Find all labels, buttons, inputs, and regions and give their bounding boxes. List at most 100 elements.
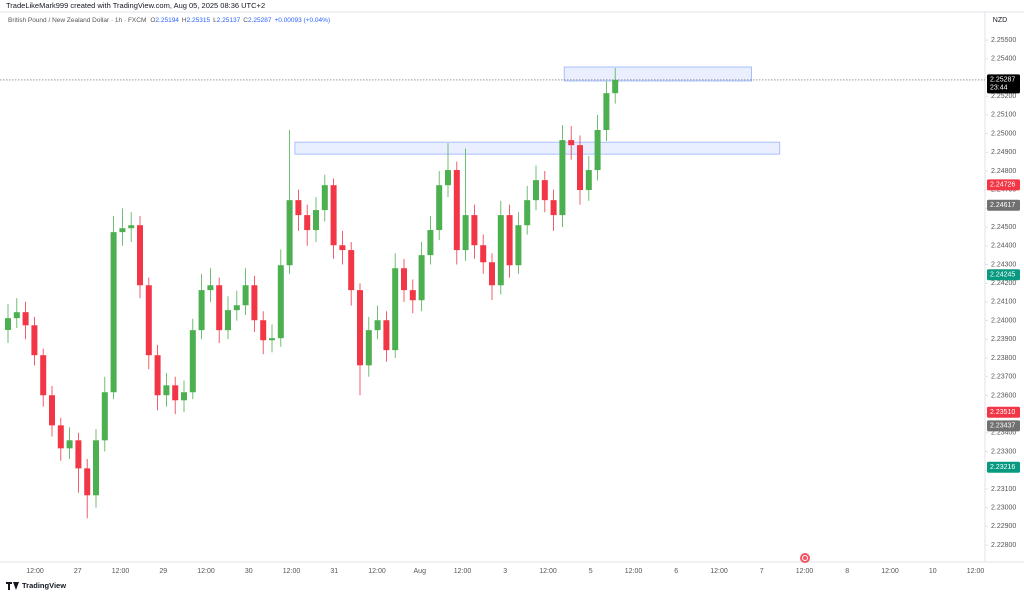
price-label: 2.23216 [990, 464, 1015, 471]
x-tick-label: 12:00 [967, 568, 985, 575]
price-label: 2.23437 [990, 423, 1015, 430]
x-tick-label: 12:00 [710, 568, 728, 575]
candle-body [242, 285, 249, 306]
candle-body [357, 290, 363, 366]
legend-key: H [182, 17, 187, 24]
candle-body [533, 180, 539, 201]
y-tick-label: 2.24000 [991, 317, 1016, 324]
candle-body [374, 320, 381, 331]
price-label: 2.23510 [990, 409, 1015, 416]
x-tick-label: 10 [929, 568, 937, 575]
x-tick-label: 12:00 [112, 568, 130, 575]
candle-body [260, 320, 267, 341]
price-label-bg [987, 74, 1020, 94]
x-tick-label: 12:00 [454, 568, 472, 575]
x-tick-label: 6 [674, 568, 678, 575]
candle-body [181, 392, 187, 401]
candle-body [445, 170, 451, 186]
candle-body [471, 215, 478, 246]
price-label: 2.25287 [990, 77, 1015, 84]
candle-body [313, 210, 319, 231]
x-tick-label: 29 [159, 568, 167, 575]
x-tick-label: 12:00 [881, 568, 899, 575]
x-tick-label: 8 [845, 568, 849, 575]
y-tick-label: 2.25400 [991, 56, 1016, 63]
candle-body [524, 200, 531, 226]
price-label-bg [987, 269, 1020, 281]
candle-body [119, 228, 126, 233]
x-tick-label: 7 [760, 568, 764, 575]
candle-body [269, 338, 275, 341]
candle-body [392, 268, 399, 351]
x-tick-label: 12:00 [197, 568, 215, 575]
y-tick-label: 2.23100 [991, 486, 1016, 493]
price-label-bg [987, 199, 1020, 211]
candle-body [577, 145, 583, 191]
legend-change: +0.00093 (+0.04%) [274, 17, 330, 24]
candle-body [585, 170, 592, 191]
x-tick-label: 12:00 [539, 568, 557, 575]
x-tick-label: Aug [414, 568, 427, 575]
candle-body [497, 215, 504, 286]
candle-body [409, 290, 416, 301]
brand-logo [6, 582, 19, 590]
legend: British Pound / New Zealand Dollar · 1h … [8, 17, 330, 24]
y-tick-label: 2.25500 [991, 37, 1016, 44]
price-label: 2.24245 [990, 272, 1015, 279]
y-tick-label: 2.24800 [991, 168, 1016, 175]
y-tick-label: 2.25100 [991, 112, 1016, 119]
candle-body [550, 200, 557, 216]
price-label-countdown: 23:44 [990, 85, 1008, 92]
candle-body [304, 215, 311, 231]
candle-body [66, 440, 73, 449]
y-tick-label: 2.22900 [991, 523, 1016, 530]
candle-body [101, 392, 108, 441]
x-tick-label: 30 [245, 568, 253, 575]
x-tick-label: 31 [330, 568, 338, 575]
y-tick-label: 2.25200 [991, 93, 1016, 100]
candle-body [40, 355, 47, 396]
candle-body [163, 385, 170, 396]
brand: TradingView [22, 581, 66, 590]
candle-body [22, 312, 29, 326]
y-tick-label: 2.23800 [991, 355, 1016, 362]
candle-body [462, 215, 469, 251]
price-label: 2.24617 [990, 202, 1015, 209]
candle-body [339, 245, 346, 251]
legend-key: L [213, 17, 217, 24]
candle-body [453, 170, 460, 251]
candle-body [110, 232, 117, 393]
candle-body [13, 312, 20, 319]
candle-body [198, 290, 205, 331]
candle-body [251, 285, 258, 321]
y-tick-label: 2.24400 [991, 243, 1016, 250]
event-icon[interactable] [800, 553, 810, 563]
candle-body [225, 310, 231, 331]
candle-body [401, 268, 407, 291]
y-tick-label: 2.24500 [991, 224, 1016, 231]
legend-value: 2.25287 [248, 17, 272, 24]
y-tick-label: 2.23300 [991, 448, 1016, 455]
price-label: 2.24726 [990, 182, 1015, 189]
price-label-bg [987, 461, 1020, 473]
legend-value: 2.25137 [217, 17, 241, 24]
candle-body [137, 225, 143, 286]
candle-body [541, 180, 548, 201]
candle-body [383, 320, 390, 351]
y-tick-label: 2.23600 [991, 392, 1016, 399]
candle-body [145, 285, 152, 356]
candle-body [172, 385, 179, 401]
candle-body [295, 200, 302, 216]
candle-body [365, 330, 372, 366]
candle-body [559, 140, 566, 216]
legend-key: C [243, 17, 248, 24]
zone [563, 66, 752, 82]
y-tick-label: 2.24200 [991, 280, 1016, 287]
legend-value: 2.25194 [155, 17, 179, 24]
x-tick-label: 12:00 [625, 568, 643, 575]
y-tick-label: 2.23700 [991, 374, 1016, 381]
x-tick-label: 5 [589, 568, 593, 575]
candle-body [568, 140, 575, 146]
